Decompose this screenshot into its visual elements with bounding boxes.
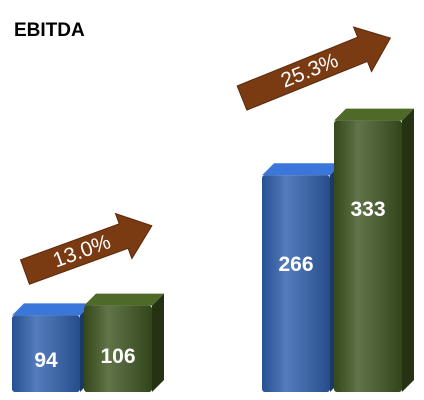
bar-top: [262, 163, 342, 176]
chart-title: EBITDA: [14, 20, 85, 41]
bar-top: [84, 293, 164, 306]
value-label: 94: [34, 349, 58, 372]
arrow-shape: [236, 26, 392, 111]
bar-shade: [12, 315, 80, 392]
bar-top: [12, 303, 92, 316]
bar-shade: [262, 175, 330, 392]
growth-arrow: 13.0%: [19, 212, 153, 285]
arrow-shape: [19, 212, 153, 285]
bar-top: [334, 108, 414, 121]
annotation: 25.3%: [278, 49, 342, 93]
bar-shade: [84, 305, 152, 392]
growth-arrow: 25.3%: [236, 26, 392, 111]
bar-group: 333: [334, 108, 414, 392]
bar-group: 94: [12, 303, 92, 392]
bar-side: [152, 293, 164, 392]
bar-side: [402, 108, 414, 392]
annotation: 13.0%: [50, 230, 114, 272]
bar-shade: [334, 120, 402, 392]
value-label: 333: [350, 198, 385, 221]
value-label: 106: [100, 345, 135, 368]
bar-group: 266: [262, 163, 342, 392]
bar-group: 106: [84, 293, 164, 392]
value-label: 266: [278, 253, 313, 276]
